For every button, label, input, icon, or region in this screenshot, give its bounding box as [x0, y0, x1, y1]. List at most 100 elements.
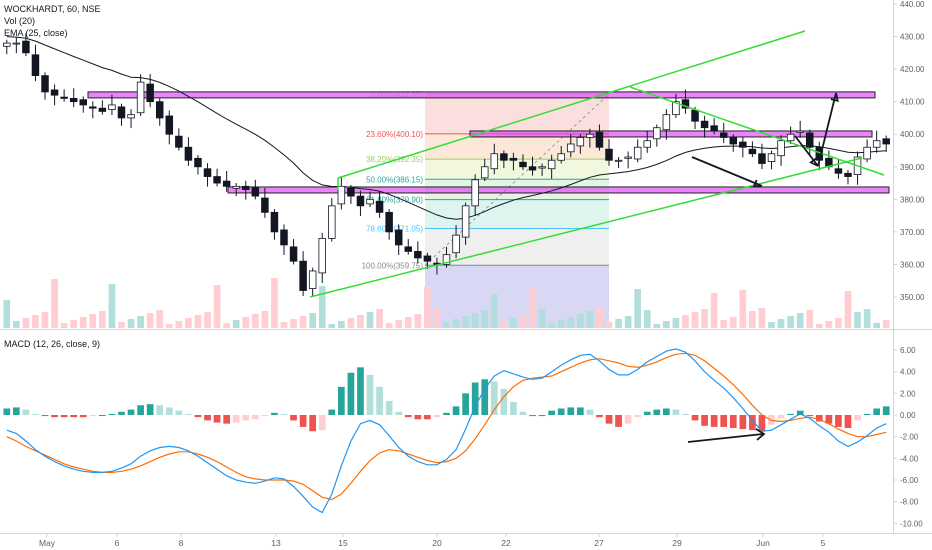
volume-bar — [835, 318, 842, 328]
projection-arrow-down-head — [809, 157, 819, 167]
volume-bar — [873, 323, 881, 328]
macd-histogram-bar — [271, 412, 278, 415]
candle-body — [165, 115, 174, 135]
macd-histogram-bar — [404, 415, 412, 418]
candle-body — [595, 131, 604, 148]
macd-histogram-bar — [567, 407, 575, 415]
volume-bar — [213, 285, 221, 328]
macd-histogram-bar — [175, 410, 183, 415]
macd-histogram-bar — [452, 406, 460, 415]
candle-body — [528, 166, 537, 171]
macd-histogram-bar — [443, 412, 450, 415]
trend-drawings[interactable] — [309, 30, 885, 298]
candle-body — [146, 83, 154, 103]
volume-bar — [204, 312, 211, 328]
volume-bar — [796, 313, 804, 328]
macd-histogram-bar — [309, 415, 317, 432]
candle-body — [461, 205, 470, 238]
volume-bar — [108, 284, 116, 328]
macd-histogram-bar — [118, 411, 125, 415]
volume-bar — [682, 315, 689, 328]
candle-body — [79, 99, 87, 106]
macd-histogram-bar — [777, 415, 785, 419]
candle-body — [117, 106, 126, 119]
macd-histogram-bar — [108, 413, 116, 415]
price-legend: WOCKHARDT, 60, NSE Vol (20) EMA (25, clo… — [4, 3, 101, 39]
volume-bar — [729, 317, 737, 328]
volume-bar — [500, 321, 508, 328]
candlesticks — [3, 33, 890, 297]
macd-histogram-bar — [347, 372, 355, 415]
time-tick-label: 29 — [672, 538, 682, 548]
volume-bar — [787, 316, 794, 328]
volume-bar — [815, 324, 823, 328]
volume-bar — [529, 288, 536, 328]
candle-body — [748, 148, 757, 155]
volume-bar — [481, 310, 489, 328]
volume-bar — [223, 323, 230, 328]
macd-histogram-bar — [376, 386, 383, 415]
candle-body — [490, 153, 499, 170]
volume-bar — [156, 310, 164, 328]
candle-body — [261, 197, 269, 213]
volume-bar — [318, 286, 326, 328]
macd-tick-label: 2.00 — [900, 389, 916, 398]
volume-bar — [452, 319, 460, 328]
fib-level-label: 50.00%(386.15) — [366, 175, 423, 184]
volume-bar — [576, 314, 584, 328]
projection-arrow-up — [817, 92, 837, 167]
macd-histogram-bar — [634, 415, 642, 418]
volume-bar — [768, 322, 775, 328]
candle-body — [175, 135, 183, 148]
macd-histogram-bar — [691, 415, 699, 421]
volume-bar — [414, 314, 422, 328]
candle-body — [347, 187, 355, 197]
candle-body — [155, 101, 164, 119]
volume-bar — [299, 316, 307, 328]
magenta-zones[interactable] — [87, 91, 890, 194]
macd-histogram-bar — [873, 408, 881, 415]
macd-histogram-bar — [41, 415, 49, 417]
macd-histogram-bar — [357, 367, 364, 415]
candle-body — [777, 140, 785, 157]
candle-body — [404, 246, 413, 252]
volume-bar — [347, 318, 355, 328]
candle-body — [385, 211, 393, 233]
candle-body — [767, 153, 776, 162]
candle-body — [586, 133, 594, 138]
price-tick-label: 350.00 — [900, 293, 925, 302]
volume-bar — [242, 317, 250, 328]
candle-body — [194, 157, 202, 168]
volume-bar — [3, 300, 11, 328]
macd-histogram-bar — [99, 415, 106, 416]
price-tick-label: 430.00 — [900, 33, 925, 42]
volume-bar — [194, 315, 202, 328]
candle-body — [270, 211, 279, 233]
macd-histogram-bar — [165, 407, 173, 415]
volume-bar — [691, 312, 699, 328]
volume-bar — [863, 309, 871, 328]
volume-bar — [844, 291, 852, 328]
macd-histogram-bar — [366, 374, 374, 415]
candle-body — [242, 185, 250, 190]
volume-bar — [146, 313, 154, 328]
volume-bar — [32, 315, 39, 328]
macd-histogram-bar — [471, 382, 479, 415]
volume-bar — [557, 320, 565, 328]
macd-histogram-bar — [615, 415, 622, 427]
volume-bar — [385, 323, 393, 328]
volume-bar — [328, 324, 336, 328]
volume-bar — [51, 279, 58, 328]
macd-histogram-bar — [882, 406, 890, 415]
volume-bar — [118, 322, 125, 328]
macd-legend: MACD (12, 26, close, 9) — [4, 338, 100, 350]
macd-histogram-bar — [79, 415, 87, 418]
volume-bar — [538, 309, 546, 328]
candle-body — [633, 146, 642, 160]
candle-body — [729, 137, 738, 145]
candle-body — [337, 185, 346, 205]
volume-bar — [663, 321, 670, 328]
volume-bar — [615, 319, 622, 328]
volume-bar — [758, 308, 766, 328]
